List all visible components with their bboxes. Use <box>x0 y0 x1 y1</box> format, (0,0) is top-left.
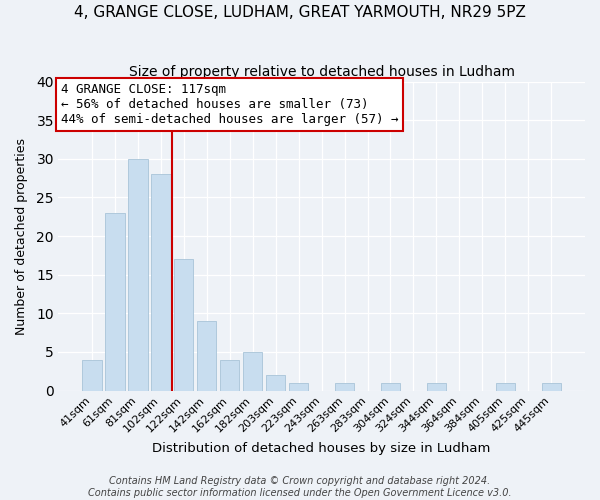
Bar <box>335 383 354 390</box>
Bar <box>220 360 239 390</box>
Bar <box>151 174 170 390</box>
Bar <box>266 375 286 390</box>
Bar <box>128 159 148 390</box>
X-axis label: Distribution of detached houses by size in Ludham: Distribution of detached houses by size … <box>152 442 491 455</box>
Bar <box>243 352 262 391</box>
Bar <box>427 383 446 390</box>
Text: 4, GRANGE CLOSE, LUDHAM, GREAT YARMOUTH, NR29 5PZ: 4, GRANGE CLOSE, LUDHAM, GREAT YARMOUTH,… <box>74 5 526 20</box>
Bar <box>496 383 515 390</box>
Text: 4 GRANGE CLOSE: 117sqm
← 56% of detached houses are smaller (73)
44% of semi-det: 4 GRANGE CLOSE: 117sqm ← 56% of detached… <box>61 83 398 126</box>
Text: Contains HM Land Registry data © Crown copyright and database right 2024.
Contai: Contains HM Land Registry data © Crown c… <box>88 476 512 498</box>
Bar <box>174 260 193 390</box>
Bar <box>289 383 308 390</box>
Bar <box>82 360 101 390</box>
Title: Size of property relative to detached houses in Ludham: Size of property relative to detached ho… <box>128 65 515 79</box>
Bar <box>197 321 217 390</box>
Bar <box>542 383 561 390</box>
Bar <box>381 383 400 390</box>
Y-axis label: Number of detached properties: Number of detached properties <box>15 138 28 334</box>
Bar <box>105 213 125 390</box>
